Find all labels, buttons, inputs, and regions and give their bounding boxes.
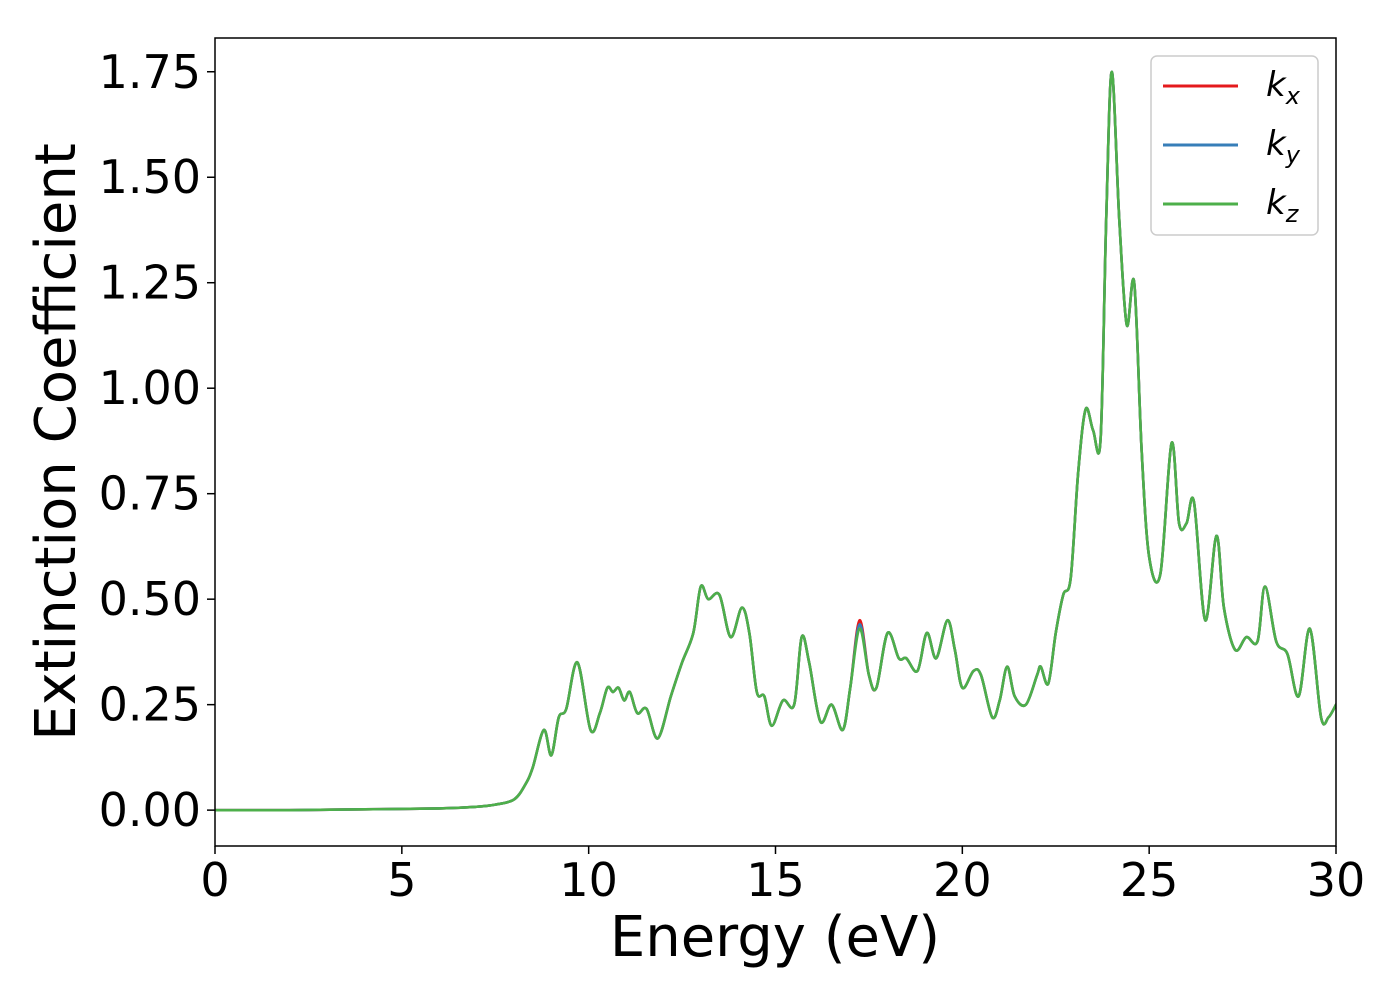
legend: kx ky kz [1150,55,1319,236]
series-line-k-z [215,70,1336,812]
y-tick-label: 0.25 [99,678,201,732]
y-tick-label: 1.00 [99,361,201,415]
legend-label-ky: ky [1266,124,1301,169]
series-layer [215,70,1336,812]
x-tick-label: 20 [933,853,992,907]
x-axis: 0 5 10 15 20 25 30 [200,846,1365,907]
y-tick-label: 1.75 [99,45,201,99]
x-tick-label: 0 [200,853,229,907]
x-tick-label: 30 [1307,853,1366,907]
x-axis-label: Energy (eV) [610,905,940,970]
x-tick-label: 25 [1120,853,1179,907]
x-tick-label: 5 [387,853,416,907]
x-tick-label: 15 [746,853,805,907]
y-axis-label: Extinction Coefficient [24,143,89,741]
y-tick-label: 0.00 [99,783,201,837]
legend-label-kz: kz [1266,183,1300,228]
y-tick-label: 1.25 [99,256,201,310]
legend-label-kx: kx [1266,65,1301,110]
y-tick-label: 1.50 [99,150,201,204]
y-tick-label: 0.75 [99,467,201,521]
x-tick-label: 10 [559,853,618,907]
y-axis: 0.00 0.25 0.50 0.75 1.00 1.25 1.50 1.75 [99,45,215,837]
y-tick-label: 0.50 [99,572,201,626]
